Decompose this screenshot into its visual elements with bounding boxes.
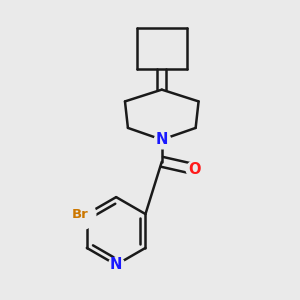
Text: N: N xyxy=(110,257,122,272)
Text: O: O xyxy=(188,162,200,177)
Text: Br: Br xyxy=(72,208,89,220)
Text: N: N xyxy=(156,132,168,147)
